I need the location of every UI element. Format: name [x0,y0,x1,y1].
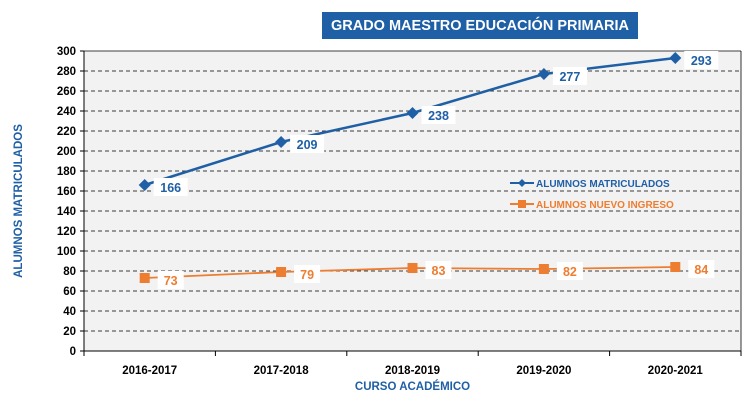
y-tick-label: 220 [57,126,76,138]
data-label-box [556,262,583,280]
y-tick-label: 260 [57,86,76,98]
y-tick-label: 280 [57,66,76,78]
plot-area [84,51,741,351]
y-tick-label: 20 [63,326,76,338]
data-point [276,267,287,277]
y-tick-label: 160 [57,186,76,198]
data-point [670,262,681,272]
legend-marker [518,179,526,187]
data-label: 293 [691,54,712,68]
legend-label: ALUMNOS MATRICULADOS [536,179,670,190]
legend-label: ALUMNOS NUEVO INGRESO [536,200,674,211]
data-label-box [552,67,587,85]
x-axis-label: CURSO ACADÉMICO [355,380,470,393]
data-label: 277 [559,70,580,84]
data-point [407,263,418,273]
data-point [538,264,549,274]
y-tick-label: 200 [57,146,76,158]
y-tick-label: 180 [57,166,76,178]
x-tick-label: 2020-2021 [648,365,704,377]
data-label: 238 [428,109,449,123]
y-axis-label: ALUMNOS MATRICULADOS [13,124,25,278]
y-tick-label: 100 [57,246,76,258]
chart-title: GRADO MAESTRO EDUCACIÓN PRIMARIA [322,12,638,39]
y-tick-label: 0 [70,346,76,358]
data-point [275,136,288,148]
data-label-box [688,260,715,278]
data-label-box [290,135,325,153]
x-tick-label: 2018-2019 [385,365,440,377]
data-label: 82 [563,265,577,279]
y-tick-label: 120 [57,226,76,238]
data-point [537,68,550,80]
data-label: 166 [160,181,181,195]
x-tick-label: 2019-2020 [516,365,571,377]
y-tick-label: 80 [63,266,76,278]
data-label: 209 [297,138,318,152]
data-label-box [421,106,456,124]
data-point [138,179,151,191]
y-tick-label: 140 [57,206,76,218]
y-tick-label: 40 [63,306,76,318]
data-label-box [425,261,452,279]
data-label-box [684,51,719,69]
legend-marker [518,200,526,208]
data-point [669,52,682,64]
data-point [406,107,419,119]
data-label: 84 [694,263,708,277]
data-label-box [157,271,184,289]
data-label-box [294,265,321,283]
x-tick-label: 2017-2018 [254,365,310,377]
y-tick-label: 60 [63,286,76,298]
data-label: 79 [300,268,314,282]
x-tick-label: 2016-2017 [122,365,177,377]
data-label: 73 [164,274,178,288]
data-label-box [153,178,188,196]
data-label: 83 [432,264,446,278]
y-tick-label: 240 [57,106,76,118]
y-tick-label: 300 [57,46,76,58]
data-point [139,273,150,283]
